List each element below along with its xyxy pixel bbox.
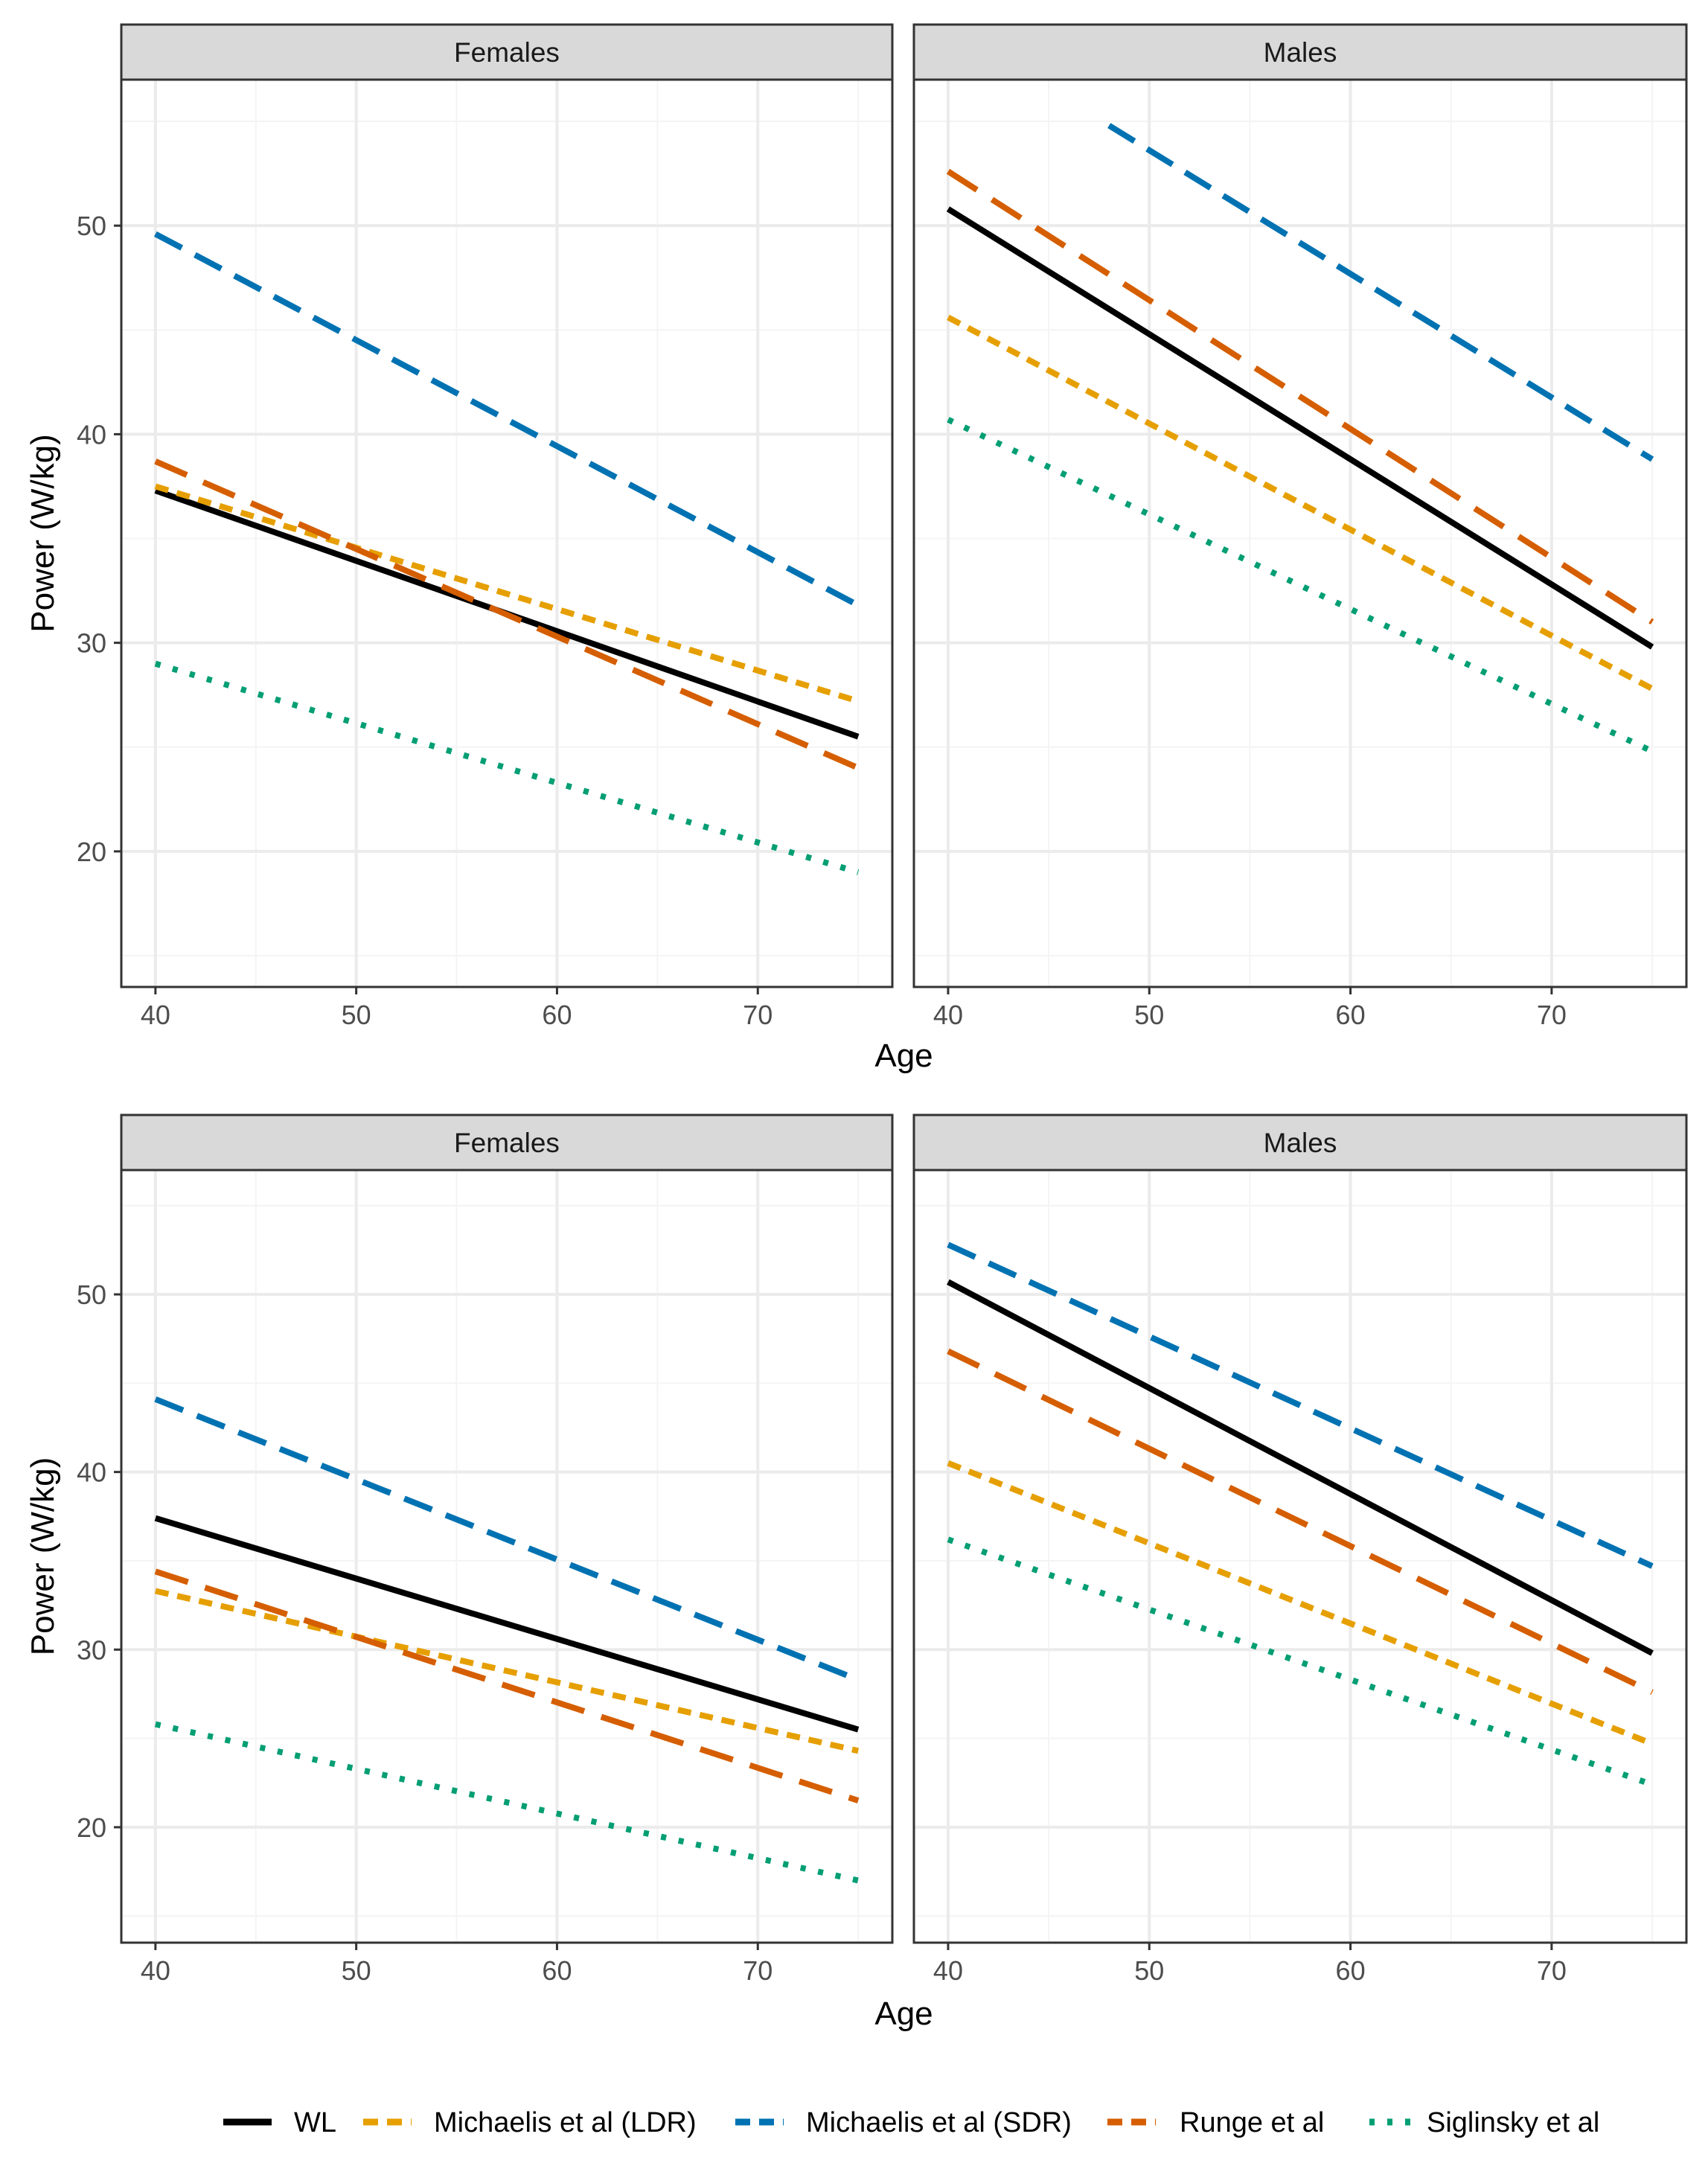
legend-label-siglinsky: Siglinsky et al: [1427, 2107, 1599, 2138]
y-tick-label: 50: [77, 1279, 106, 1310]
facet-strip-label: Males: [1264, 1128, 1337, 1158]
series-line-runge: [154, 458, 860, 771]
y-tick-label: 40: [77, 1457, 106, 1488]
y-tick-label: 30: [77, 628, 106, 659]
legend-label-michaelis-sdr: Michaelis et al (SDR): [806, 2107, 1072, 2138]
x-tick-label: 40: [141, 1955, 170, 1986]
x-tick-label: 50: [1134, 1955, 1164, 1986]
x-tick-label: 60: [1336, 1955, 1366, 1986]
series-line-sdr: [947, 1242, 1654, 1569]
facet-strip: [120, 1113, 894, 1172]
facet-strip-label: Females: [454, 37, 560, 68]
x-tick-label: 60: [1336, 1000, 1366, 1030]
x-tick-label: 40: [933, 1000, 963, 1030]
x-axis-title: Age: [874, 1996, 933, 2032]
y-tick-label: 20: [77, 1812, 106, 1843]
facet-strip: [912, 23, 1688, 81]
series-line-siglinsky: [154, 660, 860, 875]
x-tick-label: 70: [1537, 1955, 1567, 1986]
y-axis-title: Power (W/kg): [25, 434, 61, 632]
x-tick-label: 60: [542, 1000, 572, 1030]
series-line-siglinsky: [154, 1721, 860, 1884]
x-tick-label: 50: [342, 1955, 371, 1986]
series-line-sdr: [154, 1396, 860, 1683]
series-line-ldr: [154, 1588, 860, 1754]
legend: WL Michaelis et al (LDR) Michaelis et al…: [223, 2107, 1599, 2138]
x-tick-label: 40: [141, 1000, 170, 1030]
y-tick-label: 30: [77, 1635, 106, 1665]
y-tick-label: 20: [77, 837, 106, 867]
legend-label-runge: Runge et al: [1180, 2107, 1324, 2138]
series-line-wl: [946, 206, 1654, 650]
x-tick-label: 60: [542, 1955, 572, 1986]
x-tick-label: 40: [933, 1955, 963, 1986]
panel-background: [914, 1170, 1686, 1943]
x-tick-label: 70: [743, 1955, 773, 1986]
series-line-wl: [947, 1279, 1654, 1656]
series-line-runge: [946, 168, 1654, 624]
x-tick-label: 50: [1134, 1000, 1164, 1030]
chart-1: Females 40 50 60 70 20 30 40 50 Males 40 50 60 70 Age P…: [25, 23, 1688, 1074]
panel-females: Females 40 50 60 70 20 30 40 50: [77, 1113, 894, 1986]
series-line-runge: [947, 1348, 1654, 1696]
x-tick-label: 50: [342, 1000, 371, 1030]
y-tick-label: 40: [77, 419, 106, 450]
panel-background: [121, 80, 892, 987]
panel-females: Females 40 50 60 70 20 30 40 50: [77, 23, 894, 1030]
y-axis-title: Power (W/kg): [25, 1457, 61, 1655]
y-tick-label: 50: [77, 211, 106, 241]
series-line-siglinsky: [947, 417, 1654, 754]
series-line-sdr: [1107, 123, 1654, 462]
chart-2: Females 40 50 60 70 20 30 40 50 Males 40 50 60 70 Age P…: [25, 1113, 1688, 2032]
panel-males: Males 40 50 60 70: [912, 23, 1688, 1030]
charts: Females 40 50 60 70 20 30 40 50 Males 40 50 60 70 Age P…: [25, 23, 1688, 2032]
facet-strip-label: Males: [1264, 37, 1337, 68]
facet-strip-label: Females: [454, 1128, 560, 1158]
x-tick-label: 70: [743, 1000, 773, 1030]
series-line-wl: [154, 1515, 860, 1733]
facet-strip: [912, 1113, 1688, 1172]
facet-strip: [120, 23, 894, 81]
x-tick-label: 70: [1537, 1000, 1567, 1030]
x-axis-title: Age: [874, 1038, 933, 1074]
legend-label-michaelis-ldr: Michaelis et al (LDR): [434, 2107, 697, 2138]
panel-males: Males 40 50 60 70: [912, 1113, 1688, 1986]
panel-background: [121, 1170, 892, 1943]
legend-label-wl: WL: [294, 2107, 336, 2138]
series-line-runge: [154, 1568, 860, 1803]
series-line-ldr: [154, 483, 860, 704]
series-line-ldr: [947, 1460, 1654, 1747]
